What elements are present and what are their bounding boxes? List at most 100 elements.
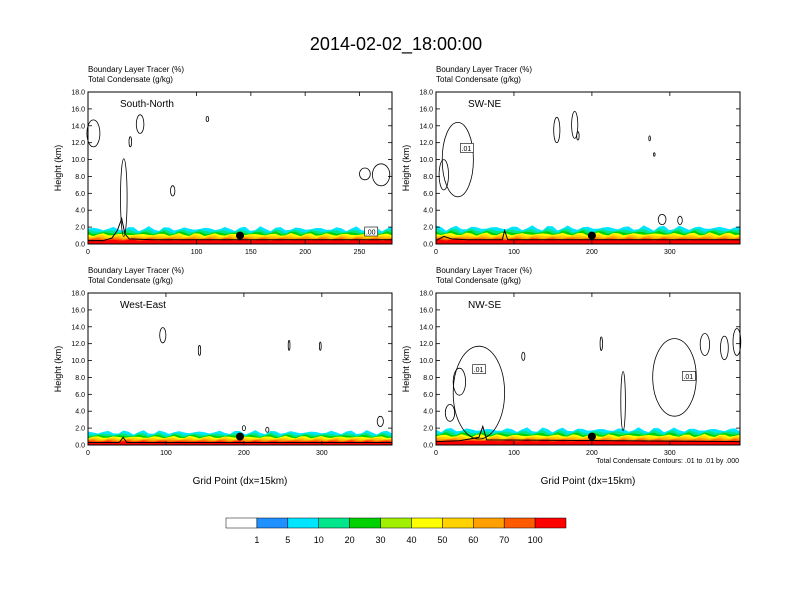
- y-tick-label: 18.0: [71, 291, 85, 298]
- colorbar-swatch: [256, 517, 289, 529]
- contour-label-box: [460, 143, 474, 153]
- condensate-contour: [241, 425, 246, 432]
- plot-frame: [435, 91, 741, 245]
- condensate-contour: [441, 122, 474, 198]
- condensate-contour: [287, 339, 291, 351]
- panel-west-east: 0.0 2.0 4.0 6.0 8.0 10.0 12.0 14.0 16.0 18.0 0 100 2…: [53, 266, 393, 487]
- colorbar-swatch: [442, 517, 474, 529]
- condensate-contour: [720, 335, 729, 361]
- y-tick-label: 2.0: [75, 225, 85, 232]
- y-tick-label: 12.0: [71, 140, 85, 147]
- x-tick-label: 200: [238, 450, 250, 457]
- panel-header-line: Total Condensate (g/kg): [436, 75, 521, 84]
- x-tick-label: 300: [664, 249, 676, 256]
- x-tick-label: 200: [299, 249, 311, 256]
- y-tick-label: 14.0: [71, 324, 85, 331]
- condensate-contour: [521, 351, 526, 361]
- y-axis-label: Height (km): [401, 346, 411, 393]
- y-tick-label: 4.0: [423, 208, 433, 215]
- colorbar-swatch: [534, 517, 567, 529]
- colorbar-swatch: [287, 517, 319, 529]
- y-tick-label: 16.0: [71, 307, 85, 314]
- panel-header-line: Boundary Layer Tracer (%): [88, 266, 184, 275]
- panel-label: South-North: [120, 99, 174, 110]
- condensate-contour: [371, 163, 391, 187]
- terrain-line: [435, 424, 741, 443]
- panel-header-line: Total Condensate (g/kg): [88, 276, 173, 285]
- x-tick-label: 0: [434, 450, 438, 457]
- x-tick-label: 100: [191, 249, 203, 256]
- y-tick-label: 18.0: [71, 90, 85, 97]
- plot-frame: [87, 91, 393, 245]
- colorbar-swatch: [411, 517, 443, 529]
- y-tick-label: 12.0: [419, 341, 433, 348]
- condensate-contour: [571, 111, 579, 139]
- contour-label-box: [364, 226, 379, 237]
- y-tick-label: 0.0: [423, 242, 433, 249]
- colorbar-swatch: [349, 517, 381, 529]
- station-marker: [236, 231, 244, 240]
- condensate-contour: [159, 327, 167, 344]
- colorbar-swatch: [318, 517, 350, 529]
- condensate-contour: [120, 158, 128, 237]
- y-axis-label: Height (km): [401, 145, 411, 192]
- y-tick-label: 18.0: [419, 291, 433, 298]
- y-tick-label: 12.0: [419, 140, 433, 147]
- panel-label: West-East: [120, 300, 166, 311]
- y-tick-label: 10.0: [71, 157, 85, 164]
- condensate-contour: [452, 367, 466, 396]
- y-tick-label: 4.0: [423, 409, 433, 416]
- condensate-contour: [699, 333, 711, 356]
- y-tick-label: 8.0: [423, 174, 433, 181]
- y-tick-label: 2.0: [75, 426, 85, 433]
- colorbar-label: 1: [254, 535, 259, 545]
- y-tick-label: 4.0: [75, 409, 85, 416]
- colorbar: 1 5 10 20 30 40 50 60 70 100: [225, 517, 567, 545]
- condensate-contour: [135, 114, 145, 134]
- y-tick-label: 4.0: [75, 208, 85, 215]
- x-tick-label: 100: [160, 450, 172, 457]
- colorbar-label: 30: [376, 535, 386, 545]
- terrain-line: [88, 216, 392, 242]
- colorbar-label: 20: [345, 535, 355, 545]
- colorbar-label: 60: [468, 535, 478, 545]
- y-tick-label: 6.0: [75, 191, 85, 198]
- contour-label: .00: [366, 230, 376, 237]
- condensate-contour: [452, 345, 505, 440]
- condensate-contour: [318, 341, 322, 351]
- condensate-contour: [677, 215, 683, 225]
- panel-south-north: .00 0.0 2.0 4.0 6.0 8.0 10.0 12.0 14.0 16.0 18.0 0 1…: [53, 65, 393, 256]
- x-tick-label: 0: [86, 249, 90, 256]
- panel-header-line: Boundary Layer Tracer (%): [436, 266, 532, 275]
- y-tick-label: 0.0: [75, 242, 85, 249]
- y-tick-label: 14.0: [419, 324, 433, 331]
- y-tick-label: 6.0: [423, 191, 433, 198]
- colorbar-swatch: [380, 517, 412, 529]
- plot-frame: [87, 292, 393, 446]
- condensate-contour: [599, 336, 603, 351]
- contour-label-box: [682, 371, 696, 381]
- condensate-contour: [648, 135, 651, 142]
- colorbar-label: 5: [285, 535, 290, 545]
- colorbar-label: 10: [314, 535, 324, 545]
- y-tick-label: 12.0: [71, 341, 85, 348]
- y-tick-label: 16.0: [419, 307, 433, 314]
- condensate-contour: [376, 415, 384, 427]
- colorbar-swatch: [473, 517, 505, 529]
- x-tick-label: 0: [86, 450, 90, 457]
- contour-label: .01: [462, 146, 472, 153]
- panel-header-line: Total Condensate (g/kg): [436, 276, 521, 285]
- condensate-contour: [265, 426, 270, 433]
- y-tick-label: 16.0: [419, 106, 433, 113]
- colorbar-swatch: [503, 517, 536, 529]
- x-tick-label: 200: [586, 450, 598, 457]
- x-tick-label: 100: [508, 450, 520, 457]
- plot-frame: [435, 292, 741, 446]
- y-axis-label: Height (km): [53, 145, 63, 192]
- x-tick-label: 200: [586, 249, 598, 256]
- condensate-contour: [653, 152, 656, 157]
- y-tick-label: 2.0: [423, 225, 433, 232]
- station-marker: [587, 432, 596, 441]
- y-tick-label: 18.0: [419, 90, 433, 97]
